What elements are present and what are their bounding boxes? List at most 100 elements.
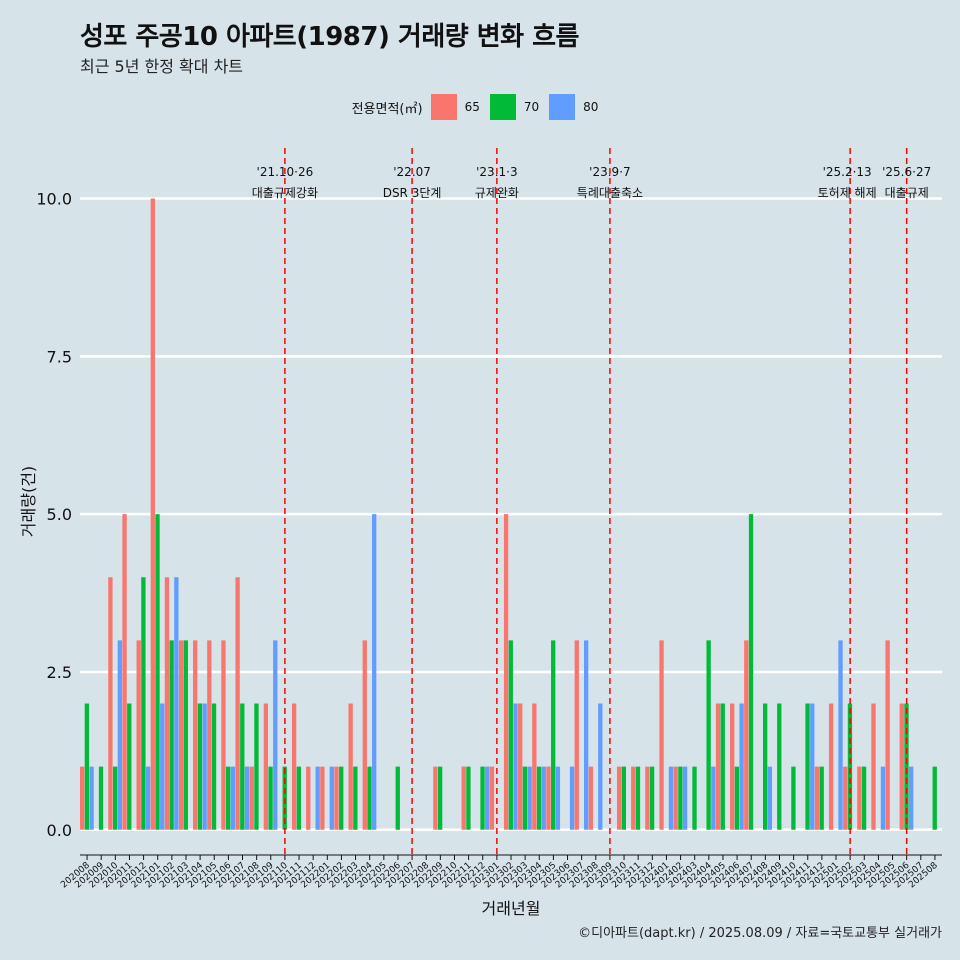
y-tick-label: 7.5 — [47, 347, 72, 366]
bar-70-202405 — [720, 703, 725, 830]
bar-80-202404 — [711, 766, 716, 830]
bar-65-202012 — [136, 640, 141, 830]
bar-70-202109 — [268, 766, 273, 830]
bar-70-202209 — [437, 766, 443, 830]
legend-label-80: 80 — [583, 100, 599, 114]
event-label: 특례대출축소 — [577, 186, 643, 200]
legend-item-80: 80 — [549, 94, 598, 120]
bar-65-202008 — [80, 766, 85, 830]
event-label: DSR 3단계 — [383, 186, 442, 200]
bar-80-202106 — [230, 766, 236, 830]
bar-80-202101 — [160, 703, 165, 830]
event-date-label: '22.07 — [393, 165, 431, 179]
bar-65-202502 — [843, 766, 848, 830]
event-label: 토허제 해제 — [818, 186, 877, 200]
bar-80-202304 — [541, 766, 546, 830]
bar-65-202011 — [122, 514, 127, 830]
bar-70-202412 — [819, 766, 824, 830]
bar-70-202408 — [763, 703, 768, 830]
bar-80-202010 — [117, 640, 122, 830]
legend-title: 전용면적(㎡) — [351, 101, 423, 117]
bar-80-202401 — [668, 766, 674, 830]
bar-80-202102 — [174, 577, 179, 830]
bar-80-202308 — [598, 703, 603, 830]
bar-80-202506 — [909, 766, 914, 830]
source-caption: ©디아파트(dapt.kr) / 2025.08.09 / 자료=국토교통부 실… — [578, 926, 942, 941]
bar-70-202302 — [508, 640, 513, 830]
event-label: 대출규제 — [885, 186, 929, 200]
bar-70-202206 — [395, 766, 400, 830]
bar-65-202112 — [306, 766, 311, 830]
bar-65-202211 — [461, 766, 466, 830]
bar-70-202212 — [480, 766, 485, 830]
event-date-label: '25.2·13 — [823, 165, 872, 179]
bar-65-202302 — [503, 514, 509, 830]
x-axis-title: 거래년월 — [482, 899, 541, 918]
bar-80-202201 — [329, 766, 334, 830]
bar-70-202106 — [226, 766, 231, 830]
bar-80-202107 — [244, 766, 250, 830]
bar-65-202303 — [518, 703, 523, 830]
bar-70-202111 — [296, 766, 301, 830]
bar-80-202212 — [485, 766, 490, 830]
event-date-label: '25.6·27 — [882, 165, 931, 179]
bar-70-202008 — [84, 703, 90, 830]
y-tick-label: 5.0 — [47, 505, 72, 524]
bar-65-202311 — [631, 766, 636, 830]
bar-65-202010 — [108, 577, 113, 830]
bar-65-202204 — [362, 640, 367, 830]
bar-70-202102 — [169, 640, 174, 830]
bar-65-202106 — [221, 640, 226, 830]
y-tick-label: 10.0 — [36, 190, 72, 209]
bar-65-202301 — [489, 766, 495, 830]
bar-70-202502 — [847, 703, 853, 830]
legend-key-70 — [489, 94, 516, 120]
bar-70-202009 — [98, 766, 104, 830]
bar-65-202104 — [193, 640, 198, 830]
bar-65-202203 — [348, 703, 353, 830]
y-axis-title: 거래량(건) — [19, 466, 38, 537]
bar-70-202403 — [692, 766, 697, 830]
event-label: 대출규제강화 — [252, 186, 318, 200]
event-date-label: '21.10·26 — [257, 165, 314, 179]
bar-80-202302 — [513, 703, 518, 830]
bar-65-202307 — [574, 640, 579, 830]
bar-80-202307 — [584, 640, 589, 830]
bar-65-202504 — [871, 703, 876, 830]
bar-65-202305 — [546, 766, 551, 830]
bar-80-202305 — [555, 766, 561, 830]
bar-70-202402 — [678, 766, 683, 830]
bar-70-202506 — [904, 703, 909, 830]
bar-65-202107 — [235, 577, 240, 830]
bar-70-202304 — [536, 766, 542, 830]
bar-70-202101 — [155, 514, 160, 830]
legend-label-65: 65 — [464, 100, 480, 114]
bar-80-202406 — [739, 703, 744, 830]
bar-65-202101 — [150, 198, 155, 830]
chart-title: 성포 주공10 아파트(1987) 거래량 변화 흐름 — [80, 22, 579, 52]
bar-65-202407 — [744, 640, 749, 830]
bar-70-202012 — [141, 577, 146, 830]
bar-65-202111 — [291, 703, 297, 830]
bar-70-202203 — [353, 766, 358, 830]
bar-65-202412 — [814, 766, 820, 830]
bar-70-202107 — [240, 703, 245, 830]
bar-65-202304 — [532, 703, 537, 830]
event-date-label: '23.9·7 — [589, 165, 630, 179]
bar-80-202104 — [202, 703, 207, 830]
bar-70-202010 — [112, 766, 118, 830]
bar-65-202505 — [885, 640, 890, 830]
bar-65-202209 — [433, 766, 438, 830]
bar-65-202109 — [263, 703, 269, 830]
bar-70-202404 — [706, 640, 711, 830]
bar-80-202306 — [569, 766, 575, 830]
bar-70-202409 — [777, 703, 782, 830]
bar-70-202410 — [791, 766, 796, 830]
bar-80-202411 — [810, 703, 815, 830]
bar-80-202303 — [527, 766, 532, 830]
chart-subtitle: 최근 5년 한정 확대 차트 — [80, 57, 244, 76]
y-tick-label: 2.5 — [47, 663, 72, 682]
legend-item-70: 70 — [489, 94, 539, 120]
bar-65-202108 — [249, 766, 254, 830]
legend-key-80 — [549, 94, 576, 120]
